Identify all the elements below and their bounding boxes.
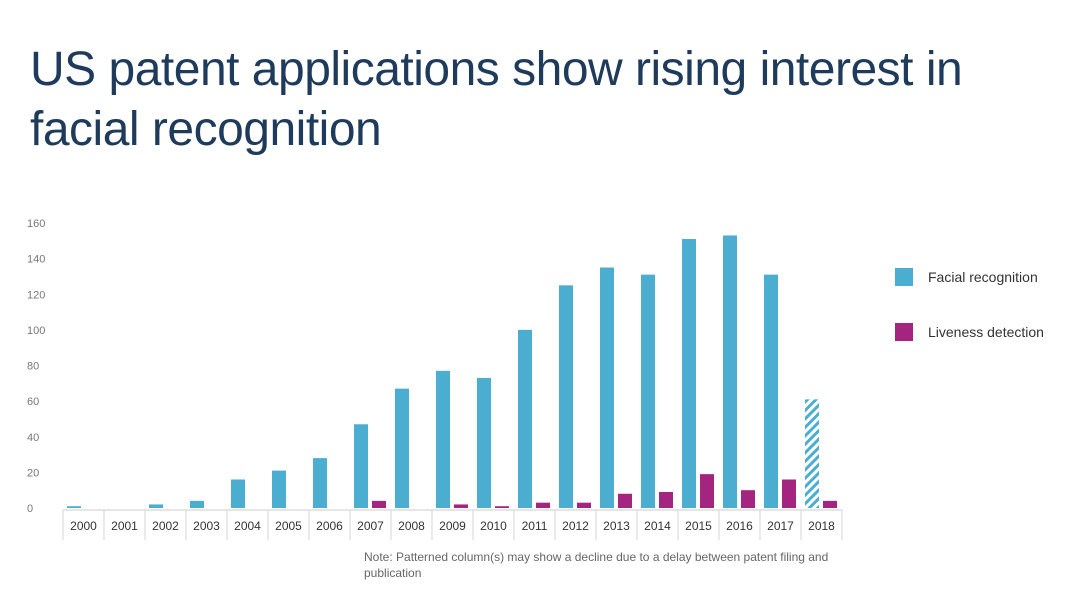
x-tick-label: 2000 bbox=[70, 519, 97, 533]
bar-liveness-detection bbox=[618, 493, 632, 508]
bar-facial-recognition bbox=[272, 470, 286, 508]
legend-label: Facial recognition bbox=[928, 269, 1038, 285]
x-tick-label: 2010 bbox=[480, 519, 507, 533]
bar-facial-recognition bbox=[518, 329, 532, 508]
bar-liveness-detection bbox=[372, 500, 386, 508]
y-axis: 0 20 40 60 80 100 120 140 160 bbox=[27, 218, 45, 515]
x-tick-label: 2006 bbox=[316, 519, 343, 533]
bar-liveness-detection bbox=[577, 502, 591, 508]
x-tick-label: 2012 bbox=[562, 519, 589, 533]
bar-facial-recognition bbox=[723, 235, 737, 508]
x-tick-label: 2018 bbox=[808, 519, 835, 533]
legend-label: Liveness detection bbox=[928, 324, 1044, 340]
bar-facial-recognition bbox=[395, 388, 409, 508]
y-tick-label: 120 bbox=[27, 289, 45, 301]
x-tick-label: 2003 bbox=[193, 519, 220, 533]
bar-facial-recognition bbox=[477, 377, 491, 508]
bar-facial-recognition bbox=[764, 274, 778, 508]
bar-liveness-detection bbox=[823, 500, 837, 508]
x-tick-label: 2017 bbox=[767, 519, 794, 533]
legend-swatch bbox=[895, 268, 913, 286]
bar-facial-recognition bbox=[67, 506, 81, 508]
bar-liveness-detection bbox=[495, 506, 509, 508]
bar-liveness-detection bbox=[536, 502, 550, 508]
x-tick-label: 2007 bbox=[357, 519, 384, 533]
chart-note: Note: Patterned column(s) may show a dec… bbox=[364, 550, 829, 580]
bar-facial-recognition bbox=[190, 500, 204, 508]
bar-facial-recognition bbox=[805, 399, 819, 508]
x-tick-label: 2013 bbox=[603, 519, 630, 533]
bar-facial-recognition bbox=[436, 370, 450, 508]
y-tick-label: 80 bbox=[27, 361, 39, 373]
bar-facial-recognition bbox=[231, 479, 245, 508]
x-tick-label: 2008 bbox=[398, 519, 425, 533]
bar-facial-recognition bbox=[149, 504, 163, 508]
legend: Facial recognition Liveness detection bbox=[895, 268, 1044, 341]
x-tick-label: 2014 bbox=[644, 519, 671, 533]
bars bbox=[67, 235, 837, 508]
bar-facial-recognition bbox=[354, 424, 368, 508]
y-tick-label: 160 bbox=[27, 218, 45, 230]
legend-swatch bbox=[895, 323, 913, 341]
x-tick-label: 2015 bbox=[685, 519, 712, 533]
bar-liveness-detection bbox=[700, 474, 714, 508]
y-tick-label: 40 bbox=[27, 432, 39, 444]
y-tick-label: 20 bbox=[27, 467, 39, 479]
x-tick-label: 2016 bbox=[726, 519, 753, 533]
y-tick-label: 0 bbox=[27, 503, 33, 515]
x-tick-label: 2005 bbox=[275, 519, 302, 533]
page-title: US patent applications show rising inter… bbox=[30, 43, 963, 156]
x-axis: 2000 2001 2002 2003 2004 2005 2006 2007 2008 2009… bbox=[62, 509, 843, 540]
y-tick-label: 60 bbox=[27, 396, 39, 408]
bar-facial-recognition bbox=[641, 274, 655, 508]
bar-facial-recognition bbox=[600, 267, 614, 508]
y-tick-label: 140 bbox=[27, 254, 45, 266]
bar-facial-recognition bbox=[682, 239, 696, 508]
bar-liveness-detection bbox=[454, 504, 468, 508]
x-tick-label: 2002 bbox=[152, 519, 179, 533]
bar-liveness-detection bbox=[659, 491, 673, 508]
x-tick-label: 2004 bbox=[234, 519, 261, 533]
x-tick-label: 2011 bbox=[522, 519, 548, 533]
x-tick-label: 2009 bbox=[439, 519, 466, 533]
bar-liveness-detection bbox=[741, 490, 755, 508]
x-tick-label: 2001 bbox=[111, 519, 138, 533]
bar-facial-recognition bbox=[559, 285, 573, 508]
bar-liveness-detection bbox=[782, 479, 796, 508]
y-tick-label: 100 bbox=[27, 325, 45, 337]
bar-facial-recognition bbox=[313, 458, 327, 508]
